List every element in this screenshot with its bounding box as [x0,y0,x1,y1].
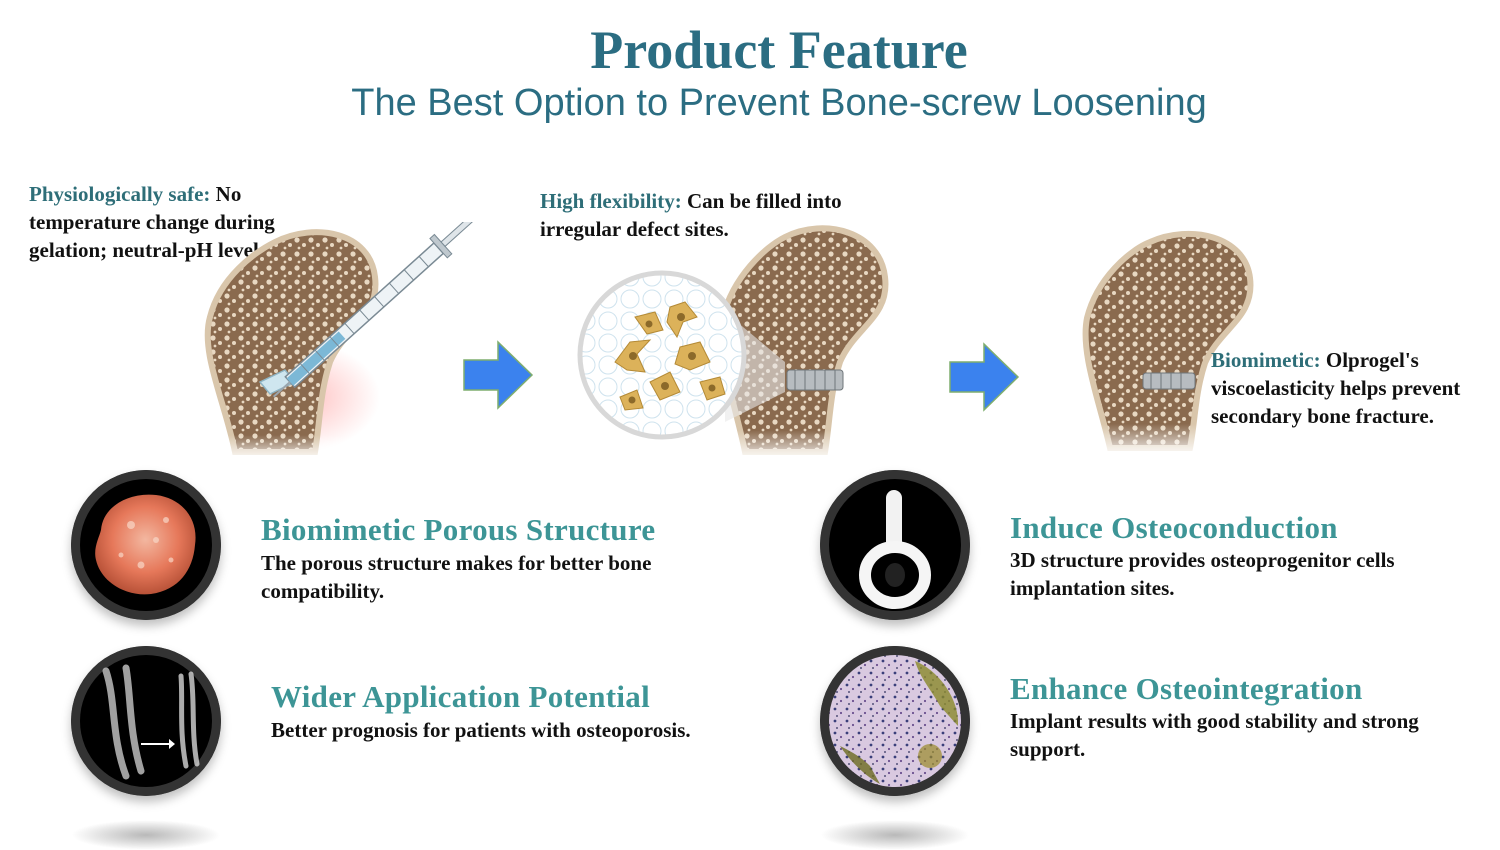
ct-scan-image [820,470,970,620]
feature-1-desc: The porous structure makes for better bo… [261,551,652,603]
histology-image [820,646,970,796]
feature-2-desc: Better prognosis for patients with osteo… [271,718,691,742]
step-3-text: Olprogel's viscoelasticity helps prevent… [1211,348,1461,428]
step-1-note: Physiologically safe: No temperature cha… [29,180,279,264]
page-subtitle: The Best Option to Prevent Bone-screw Lo… [351,82,1207,124]
bone-injection-illustration [195,191,515,467]
feature-4-title: Enhance Osteointegration [1010,671,1363,706]
bone-filled-illustration [575,222,915,467]
xray-bone-image [71,646,221,796]
step-2-label: High flexibility: [540,189,682,213]
feature-1-title: Biomimetic Porous Structure [261,512,656,547]
step-1-label: Physiologically safe: [29,182,211,206]
page-title: Product Feature [590,20,968,80]
feature-3-desc: 3D structure provides osteoprogenitor ce… [1010,548,1395,600]
arrow-right-icon [462,340,534,410]
step-3-label: Biomimetic: [1211,348,1321,372]
feature-2-title: Wider Application Potential [271,679,650,714]
step-3-note: Biomimetic: Olprogel's viscoelasticity h… [1211,346,1471,430]
porous-structure-image [71,470,221,620]
feature-4-desc: Implant results with good stability and … [1010,709,1419,761]
step-2-text: Can be filled into irregular defect site… [540,189,842,241]
circle-shadow [71,820,221,850]
bone-healed-illustration [1075,228,1275,463]
step-2-note: High flexibility: Can be filled into irr… [540,187,900,243]
circle-shadow [820,820,970,850]
feature-3-title: Induce Osteoconduction [1010,510,1338,545]
step-1-text: No temperature change during gelation; n… [29,182,275,262]
arrow-right-icon [948,342,1020,412]
